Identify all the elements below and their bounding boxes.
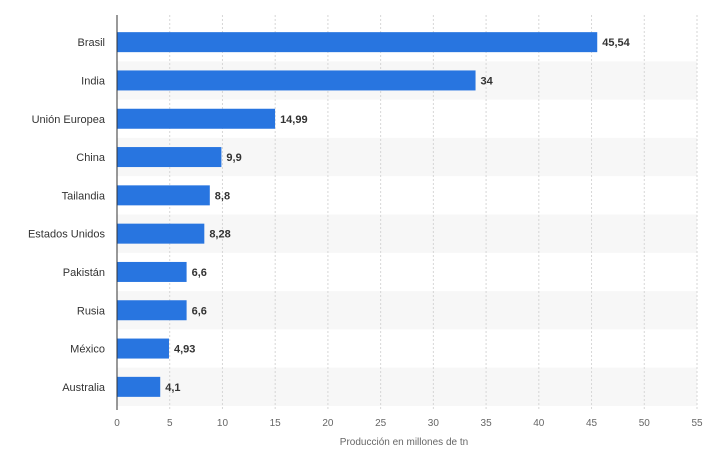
value-label: 4,1 — [165, 382, 180, 394]
category-label: Australia — [62, 382, 106, 394]
x-tick-label: 55 — [691, 418, 703, 429]
x-tick-label: 45 — [586, 418, 598, 429]
bar — [117, 108, 276, 129]
bar — [117, 338, 169, 359]
x-tick-label: 15 — [270, 418, 282, 429]
category-labels: Brasil India Unión Europea China Tailandia Es… — [28, 37, 106, 394]
row-bands — [117, 61, 697, 406]
category-label: Brasil — [77, 37, 105, 49]
value-label: 45,54 — [602, 37, 630, 49]
value-label: 8,8 — [215, 190, 230, 202]
x-tick-label: 25 — [375, 418, 387, 429]
x-tick-label: 35 — [481, 418, 493, 429]
x-tick-label: 30 — [428, 418, 440, 429]
value-label: 6,6 — [192, 267, 207, 279]
category-label: Unión Europea — [32, 114, 106, 126]
value-labels: 45,54 34 14,99 9,9 8,8 8,28 6,6 6,6 4,93 4,1 — [165, 37, 630, 394]
x-tick-label: 20 — [322, 418, 334, 429]
bar — [117, 376, 161, 397]
category-label: China — [76, 152, 106, 164]
x-tick-label: 0 — [114, 418, 120, 429]
x-tick-label: 50 — [639, 418, 651, 429]
bar — [117, 185, 210, 206]
bar — [117, 32, 598, 53]
x-tick-label: 5 — [167, 418, 173, 429]
category-label: Pakistán — [63, 267, 105, 279]
x-axis-title: Producción en millones de tn — [340, 437, 468, 448]
x-tick-label: 40 — [533, 418, 545, 429]
category-label: India — [81, 75, 106, 87]
row-band — [117, 291, 697, 330]
value-label: 4,93 — [174, 344, 195, 356]
value-label: 14,99 — [280, 114, 308, 126]
value-label: 6,6 — [192, 305, 207, 317]
x-tick-label: 10 — [217, 418, 229, 429]
bar — [117, 70, 476, 91]
row-band — [117, 367, 697, 406]
category-label: Rusia — [77, 305, 106, 317]
bar — [117, 223, 205, 244]
row-band — [117, 214, 697, 253]
category-label: Tailandia — [62, 190, 106, 202]
value-label: 8,28 — [209, 229, 230, 241]
category-label: Estados Unidos — [28, 229, 106, 241]
bar — [117, 261, 187, 282]
bar — [117, 147, 222, 168]
bar — [117, 300, 187, 321]
value-label: 34 — [481, 75, 494, 87]
value-label: 9,9 — [226, 152, 241, 164]
bars — [117, 32, 598, 397]
category-label: México — [70, 344, 105, 356]
x-axis-ticks: 0 5 10 15 20 25 30 35 40 45 50 55 — [114, 418, 703, 429]
